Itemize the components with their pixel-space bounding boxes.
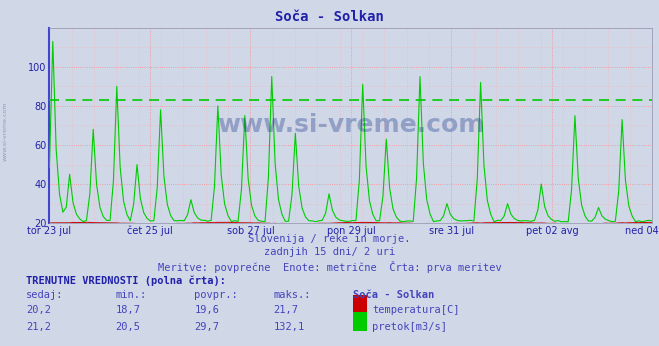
Text: 20,5: 20,5 bbox=[115, 322, 140, 333]
Text: 132,1: 132,1 bbox=[273, 322, 304, 333]
Text: 20,2: 20,2 bbox=[26, 305, 51, 315]
Text: 18,7: 18,7 bbox=[115, 305, 140, 315]
Text: maks.:: maks.: bbox=[273, 290, 311, 300]
Text: www.si-vreme.com: www.si-vreme.com bbox=[3, 102, 8, 161]
Text: zadnjih 15 dni/ 2 uri: zadnjih 15 dni/ 2 uri bbox=[264, 247, 395, 257]
Text: TRENUTNE VREDNOSTI (polna črta):: TRENUTNE VREDNOSTI (polna črta): bbox=[26, 275, 226, 285]
Text: 21,7: 21,7 bbox=[273, 305, 299, 315]
Text: Meritve: povprečne  Enote: metrične  Črta: prva meritev: Meritve: povprečne Enote: metrične Črta:… bbox=[158, 261, 501, 273]
Text: Soča - Solkan: Soča - Solkan bbox=[275, 10, 384, 24]
Text: povpr.:: povpr.: bbox=[194, 290, 238, 300]
Text: www.si-vreme.com: www.si-vreme.com bbox=[217, 113, 484, 137]
Text: temperatura[C]: temperatura[C] bbox=[372, 305, 460, 315]
Text: Slovenija / reke in morje.: Slovenija / reke in morje. bbox=[248, 234, 411, 244]
Text: sedaj:: sedaj: bbox=[26, 290, 64, 300]
Text: Soča - Solkan: Soča - Solkan bbox=[353, 290, 434, 300]
Text: 19,6: 19,6 bbox=[194, 305, 219, 315]
Text: 29,7: 29,7 bbox=[194, 322, 219, 333]
Text: min.:: min.: bbox=[115, 290, 146, 300]
Text: pretok[m3/s]: pretok[m3/s] bbox=[372, 322, 447, 333]
Text: 21,2: 21,2 bbox=[26, 322, 51, 333]
